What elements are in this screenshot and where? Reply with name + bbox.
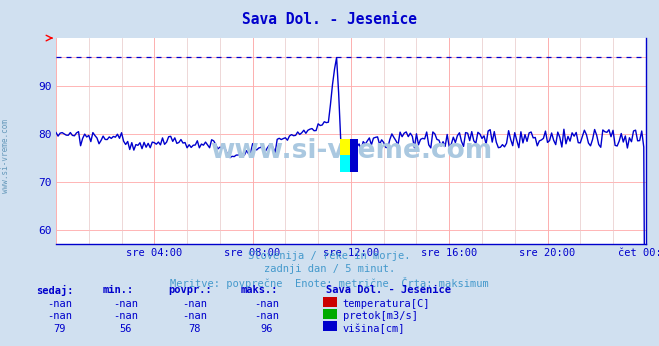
- Text: povpr.:: povpr.:: [168, 285, 212, 295]
- Text: -nan: -nan: [113, 299, 138, 309]
- Text: pretok[m3/s]: pretok[m3/s]: [343, 311, 418, 321]
- Text: -nan: -nan: [254, 311, 279, 321]
- Text: višina[cm]: višina[cm]: [343, 324, 405, 334]
- Text: temperatura[C]: temperatura[C]: [343, 299, 430, 309]
- Bar: [350, 139, 358, 172]
- Text: -nan: -nan: [113, 311, 138, 321]
- Text: www.si-vreme.com: www.si-vreme.com: [210, 138, 492, 164]
- Bar: [340, 139, 350, 155]
- Text: maks.:: maks.:: [241, 285, 278, 295]
- Text: -nan: -nan: [182, 299, 207, 309]
- Text: Sava Dol. - Jesenice: Sava Dol. - Jesenice: [242, 12, 417, 27]
- Text: -nan: -nan: [47, 299, 72, 309]
- Text: www.si-vreme.com: www.si-vreme.com: [1, 119, 10, 193]
- Text: 78: 78: [188, 324, 200, 334]
- Text: 56: 56: [119, 324, 131, 334]
- Text: Sava Dol. - Jesenice: Sava Dol. - Jesenice: [326, 285, 451, 295]
- Text: -nan: -nan: [47, 311, 72, 321]
- Text: Meritve: povprečne  Enote: metrične  Črta: maksimum: Meritve: povprečne Enote: metrične Črta:…: [170, 277, 489, 289]
- Text: zadnji dan / 5 minut.: zadnji dan / 5 minut.: [264, 264, 395, 274]
- Bar: [340, 155, 350, 172]
- Text: sedaj:: sedaj:: [36, 285, 74, 297]
- Text: 79: 79: [53, 324, 65, 334]
- Text: -nan: -nan: [254, 299, 279, 309]
- Text: -nan: -nan: [182, 311, 207, 321]
- Text: min.:: min.:: [102, 285, 133, 295]
- Text: 96: 96: [261, 324, 273, 334]
- Text: Slovenija / reke in morje.: Slovenija / reke in morje.: [248, 251, 411, 261]
